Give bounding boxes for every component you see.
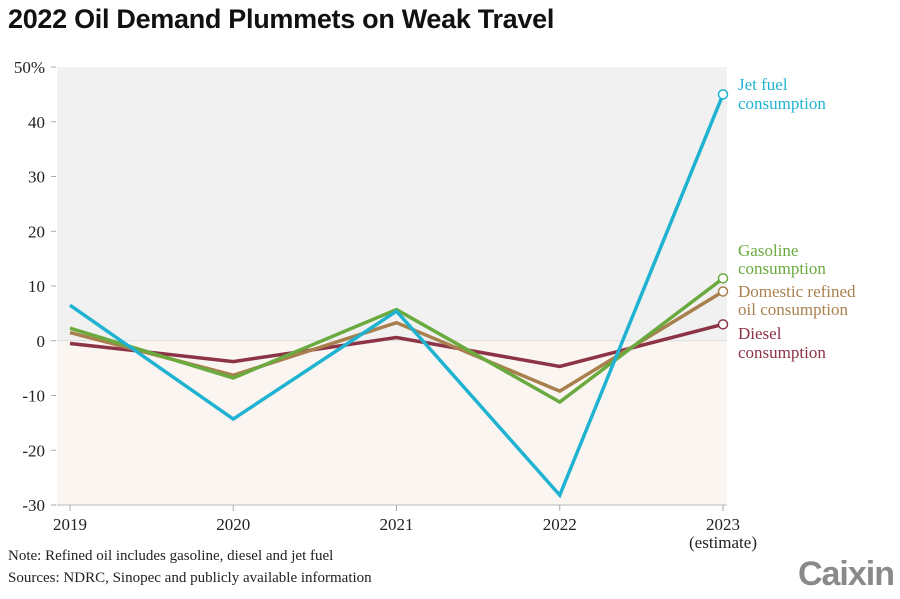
x-tick-label: 2019 bbox=[53, 515, 87, 534]
x-tick-label: 2020 bbox=[216, 515, 250, 534]
end-point-marker bbox=[717, 319, 729, 330]
series-label: oil consumption bbox=[738, 300, 849, 319]
y-tick-label: -30 bbox=[22, 496, 45, 515]
x-tick-label: 2021 bbox=[380, 515, 414, 534]
y-tick-label: 0 bbox=[37, 332, 46, 351]
end-point-marker bbox=[717, 273, 729, 284]
y-tick-label: 30 bbox=[28, 168, 45, 187]
x-tick-label: 2022 bbox=[543, 515, 577, 534]
series-label: Gasoline bbox=[738, 241, 798, 260]
negative-background bbox=[57, 340, 727, 505]
x-tick-sublabel: (estimate) bbox=[689, 533, 757, 552]
series-line bbox=[68, 93, 725, 499]
x-tick-label: 2023 bbox=[706, 515, 740, 534]
y-tick-label: 40 bbox=[28, 113, 45, 132]
end-point-marker bbox=[717, 286, 729, 297]
series-label: consumption bbox=[738, 94, 826, 113]
end-point-marker bbox=[717, 89, 729, 100]
series-label: consumption bbox=[738, 259, 826, 278]
y-tick-label: 20 bbox=[28, 222, 45, 241]
y-tick-label: 10 bbox=[28, 277, 45, 296]
series-line bbox=[69, 322, 724, 369]
y-tick-label: 50% bbox=[14, 58, 45, 77]
chart-note: Note: Refined oil includes gasoline, die… bbox=[8, 548, 334, 564]
chart-title: 2022 Oil Demand Plummets on Weak Travel bbox=[8, 4, 555, 34]
caixin-logo: Caixin bbox=[797, 555, 895, 593]
series-label: Domestic refined bbox=[738, 282, 856, 301]
positive-background bbox=[57, 67, 727, 341]
y-tick-label: -20 bbox=[22, 441, 45, 460]
series-label: Jet fuel bbox=[738, 75, 788, 94]
series-label: Diesel bbox=[738, 324, 782, 343]
chart-sources: Sources: NDRC, Sinopec and publicly avai… bbox=[8, 570, 372, 586]
y-tick-label: -10 bbox=[22, 387, 45, 406]
series-label: consumption bbox=[738, 343, 826, 362]
